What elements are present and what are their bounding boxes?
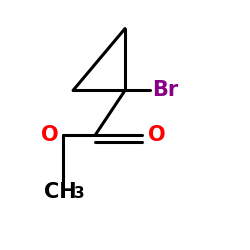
Text: 3: 3 <box>74 186 85 201</box>
Text: Br: Br <box>152 80 178 100</box>
Text: O: O <box>40 125 58 145</box>
Text: O: O <box>148 125 166 145</box>
Text: CH: CH <box>44 182 77 202</box>
